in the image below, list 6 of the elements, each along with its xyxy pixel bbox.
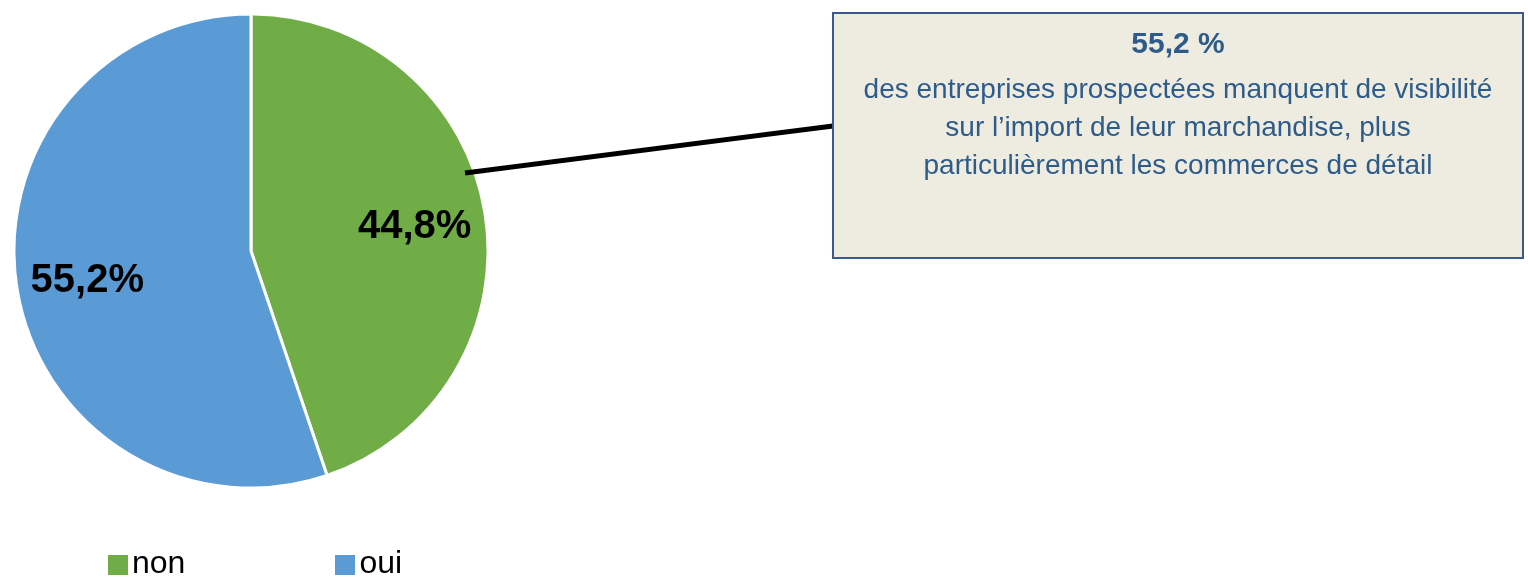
data-label: 44,8% (357, 202, 472, 247)
data-label: 55,2% (30, 255, 145, 300)
text: 55,2 % (1130, 25, 1226, 61)
legend-label: non (132, 544, 186, 580)
text: des entreprises prospectées manquent de visibilité sur l’import de leur marchandise, plus particulièrement les commerces de détail (862, 72, 1494, 182)
legend-label: oui (359, 544, 403, 580)
